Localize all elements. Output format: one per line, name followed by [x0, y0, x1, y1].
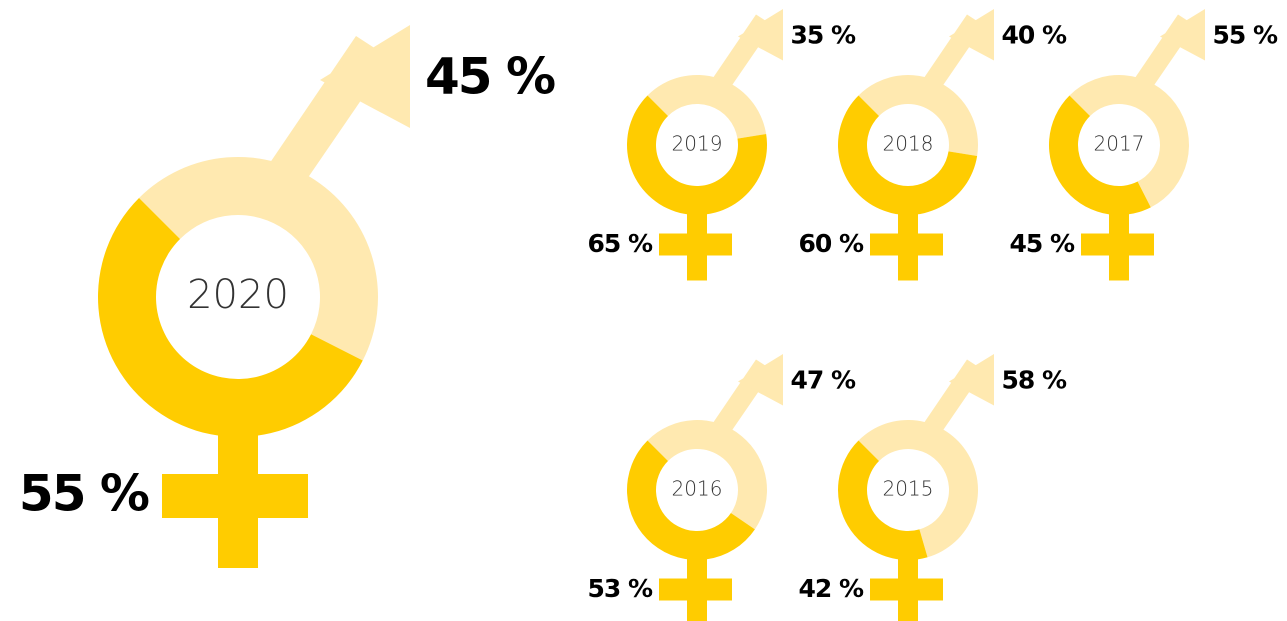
year-label: 2016 — [672, 477, 723, 501]
male-arrow-head — [949, 354, 994, 406]
male-arrow-head — [320, 25, 410, 128]
male-segment — [139, 157, 378, 361]
year-label: 2015 — [883, 477, 934, 501]
male-segment — [858, 420, 978, 558]
female-segment — [97, 198, 363, 438]
male-arrow-head — [738, 354, 783, 406]
female-percent: 65 % — [587, 229, 652, 258]
female-segment — [838, 95, 978, 215]
female-percent: 45 % — [1009, 229, 1074, 258]
male-percent: 47 % — [791, 366, 856, 395]
female-segment — [1049, 95, 1151, 215]
gender-chart: 2017 55 % 45 % — [1009, 9, 1279, 281]
year-label: 2018 — [883, 132, 934, 156]
female-percent: 55 % — [19, 465, 149, 523]
year-label: 2017 — [1094, 132, 1145, 156]
female-cross-horizontal — [659, 233, 732, 256]
male-segment — [1069, 74, 1189, 208]
year-label: 2020 — [187, 272, 289, 318]
male-percent: 40 % — [1002, 21, 1067, 50]
male-percent: 58 % — [1002, 366, 1067, 395]
female-percent: 53 % — [587, 574, 652, 603]
female-segment — [627, 95, 767, 215]
female-percent: 42 % — [798, 574, 863, 603]
male-segment — [647, 420, 767, 530]
male-segment — [858, 74, 978, 156]
male-percent: 35 % — [791, 21, 856, 50]
male-percent: 45 % — [425, 48, 555, 106]
female-segment — [838, 440, 928, 560]
gender-chart: 2019 35 % 65 % — [587, 9, 857, 281]
female-percent: 60 % — [798, 229, 863, 258]
gender-chart: 2016 47 % 53 % — [587, 354, 857, 621]
female-segment — [627, 440, 755, 560]
year-label: 2019 — [672, 132, 723, 156]
female-cross-horizontal — [870, 233, 943, 256]
male-percent: 55 % — [1213, 21, 1278, 50]
female-cross-horizontal — [870, 578, 943, 601]
gender-chart: 2018 40 % 60 % — [798, 9, 1068, 281]
male-arrow-head — [738, 9, 783, 61]
female-cross-horizontal — [659, 578, 732, 601]
male-segment — [647, 74, 767, 139]
gender-chart: 2020 45 % 55 % — [19, 25, 557, 568]
male-arrow-head — [949, 9, 994, 61]
female-cross-horizontal — [162, 474, 308, 518]
female-cross-horizontal — [1081, 233, 1154, 256]
gender-chart: 2015 58 % 42 % — [798, 354, 1068, 621]
male-arrow-head — [1160, 9, 1205, 61]
